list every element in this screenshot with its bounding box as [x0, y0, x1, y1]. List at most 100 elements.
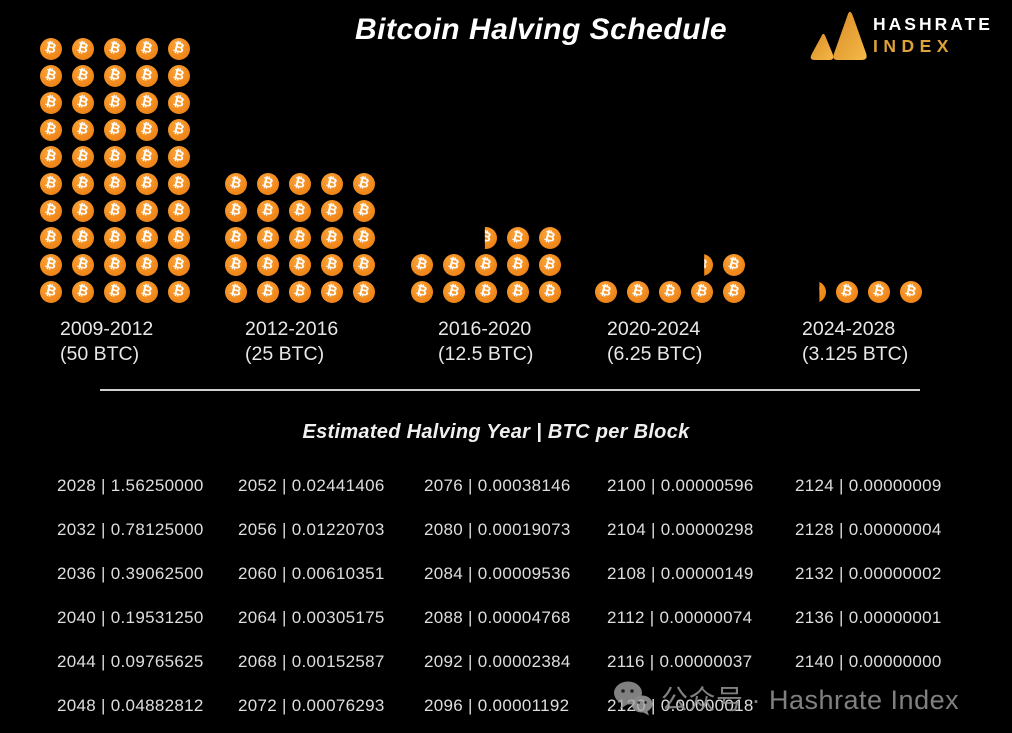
btc-symbol: ₿ [871, 282, 887, 301]
bitcoin-coin-icon: ₿ [507, 281, 529, 303]
bitcoin-coin-icon: ₿ [104, 227, 126, 249]
period-reward: (50 BTC) [60, 342, 140, 365]
bitcoin-coin-icon: ₿ [136, 65, 158, 87]
period-reward: (12.5 BTC) [438, 342, 534, 365]
hashrate-index-logo: HASHRATE INDEX [808, 6, 1008, 66]
bitcoin-coin-icon: ₿ [353, 173, 375, 195]
logo-text-hashrate: HASHRATE [873, 14, 993, 34]
btc-symbol: ₿ [292, 255, 308, 274]
period-label: 2024-2028 (3.125 BTC) [802, 317, 908, 366]
halving-table-cell: 2112 | 0.00000074 [607, 608, 753, 627]
bitcoin-coin-icon: ₿ [289, 173, 311, 195]
bitcoin-coin-icon: ₿ [225, 173, 247, 195]
btc-symbol: ₿ [75, 282, 91, 301]
btc-symbol: ₿ [726, 282, 742, 301]
bitcoin-coin-icon: ₿ [507, 254, 529, 276]
bitcoin-coin-icon: ₿ [104, 38, 126, 60]
bitcoin-coin-icon: ₿ [289, 200, 311, 222]
btc-symbol: ₿ [107, 282, 123, 301]
bitcoin-coin-icon: ₿ [257, 173, 279, 195]
btc-symbol: ₿ [356, 174, 372, 193]
btc-symbol: ₿ [43, 120, 59, 139]
bitcoin-coin-icon: ₿ [321, 281, 343, 303]
btc-symbol: ₿ [903, 282, 919, 301]
bitcoin-coin-icon: ₿ [411, 254, 433, 276]
btc-symbol: ₿ [356, 201, 372, 220]
bitcoin-coin-icon: ₿ [40, 119, 62, 141]
btc-symbol: ₿ [107, 39, 123, 58]
btc-symbol: ₿ [807, 282, 823, 301]
btc-symbol: ₿ [107, 255, 123, 274]
btc-symbol: ₿ [260, 201, 276, 220]
logo-text-index: INDEX [873, 36, 954, 56]
halving-table-cell: 2040 | 0.19531250 [57, 608, 204, 627]
bitcoin-coin-icon: ₿ [289, 281, 311, 303]
btc-symbol: ₿ [171, 66, 187, 85]
halving-table-cell: 2068 | 0.00152587 [238, 652, 385, 671]
bitcoin-coin-icon: ₿ [168, 119, 190, 141]
bitcoin-coin-icon: ₿ [168, 281, 190, 303]
btc-symbol: ₿ [260, 255, 276, 274]
btc-symbol: ₿ [139, 255, 155, 274]
btc-symbol: ₿ [171, 39, 187, 58]
bitcoin-coin-icon: ₿ [723, 254, 745, 276]
watermark: 公众号 · Hashrate Index [612, 678, 959, 717]
period-years: 2016-2020 [438, 318, 532, 340]
halving-table-cell: 2036 | 0.39062500 [57, 564, 204, 583]
btc-symbol: ₿ [43, 174, 59, 193]
btc-symbol: ₿ [75, 147, 91, 166]
halving-table-cell: 2124 | 0.00000009 [795, 476, 942, 495]
bitcoin-coin-icon: ₿ [72, 254, 94, 276]
bitcoin-coin-icon: ₿ [136, 146, 158, 168]
btc-symbol: ₿ [171, 201, 187, 220]
btc-symbol: ₿ [446, 282, 462, 301]
period-years: 2009-2012 [60, 318, 154, 340]
page-title: Bitcoin Halving Schedule [354, 13, 728, 46]
bitcoin-coin-icon: ₿ [225, 254, 247, 276]
bitcoin-coin-icon: ₿ [443, 281, 465, 303]
bitcoin-coin-icon: ₿ [691, 281, 713, 303]
bitcoin-coin-icon: ₿ [539, 227, 561, 249]
bitcoin-coin-icon: ₿ [40, 65, 62, 87]
watermark-text: 公众号 · Hashrate Index [661, 685, 960, 715]
btc-symbol: ₿ [139, 39, 155, 58]
btc-symbol: ₿ [139, 228, 155, 247]
bitcoin-coin-icon: ₿ [40, 146, 62, 168]
bitcoin-coin-icon: ₿ [595, 281, 617, 303]
halving-table-cell: 2056 | 0.01220703 [238, 520, 385, 539]
bitcoin-coin-icon: ₿ [104, 254, 126, 276]
bitcoin-coin-icon: ₿ [40, 227, 62, 249]
btc-symbol: ₿ [43, 201, 59, 220]
bitcoin-coin-icon: ₿ [40, 200, 62, 222]
btc-symbol: ₿ [598, 282, 614, 301]
halving-table-cell: 2128 | 0.00000004 [795, 520, 942, 539]
halving-table-cell: 2100 | 0.00000596 [607, 476, 754, 495]
btc-symbol: ₿ [171, 93, 187, 112]
bitcoin-coin-icon: ₿ [321, 200, 343, 222]
bitcoin-coin-icon: ₿ [627, 281, 649, 303]
btc-symbol: ₿ [356, 282, 372, 301]
bitcoin-coin-icon: ₿ [104, 119, 126, 141]
period-label: 2020-2024 (6.25 BTC) [607, 317, 702, 366]
bitcoin-coin-icon: ₿ [136, 119, 158, 141]
bitcoin-coin-icon: ₿ [168, 173, 190, 195]
btc-symbol: ₿ [107, 174, 123, 193]
btc-symbol: ₿ [260, 228, 276, 247]
btc-symbol: ₿ [139, 174, 155, 193]
horizontal-divider [100, 389, 920, 391]
halving-table-cell: 2076 | 0.00038146 [424, 476, 571, 495]
btc-symbol: ₿ [324, 282, 340, 301]
btc-symbol: ₿ [139, 147, 155, 166]
bitcoin-coin-icon: ₿ [443, 254, 465, 276]
bitcoin-coin-icon: ₿ [104, 281, 126, 303]
bitcoin-coin-icon: ₿ [136, 92, 158, 114]
bitcoin-coin-icon: ₿ [104, 200, 126, 222]
btc-symbol: ₿ [228, 174, 244, 193]
bitcoin-coin-icon: ₿ [289, 227, 311, 249]
btc-symbol: ₿ [139, 120, 155, 139]
bitcoin-coin-icon: ₿ [475, 281, 497, 303]
btc-symbol: ₿ [292, 228, 308, 247]
bitcoin-coin-icon: ₿ [539, 254, 561, 276]
bitcoin-coin-icon: ₿ [225, 200, 247, 222]
bitcoin-coin-icon: ₿ [104, 173, 126, 195]
